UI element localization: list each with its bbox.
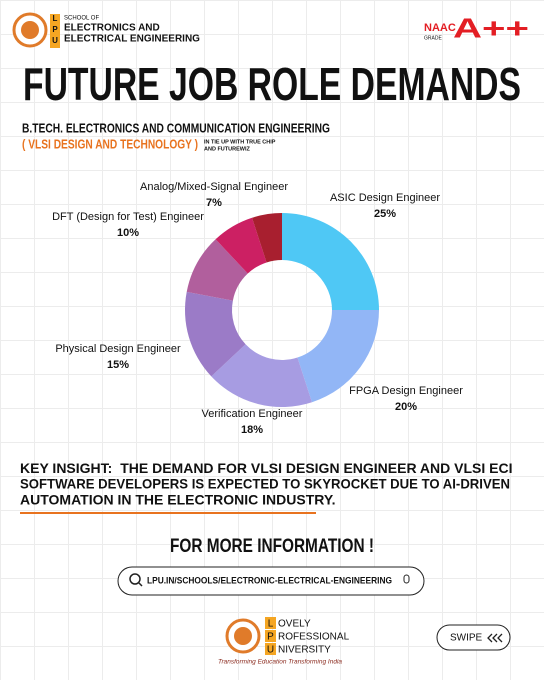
grade-value: A++ [453,12,529,43]
title: FUTURE JOB ROLE DEMANDS [23,58,521,110]
swipe-arrows [487,633,503,643]
mic-icon [403,574,410,584]
tagline: Transforming Education Transforming Indi… [218,659,342,666]
specialization: ( VLSI DESIGN AND TECHNOLOGY ) [22,136,198,151]
slice-label: FPGA Design Engineer [349,385,463,397]
slice-label: ASIC Design Engineer [330,192,440,204]
naac: NAAC [424,22,456,34]
letter-box [265,617,276,629]
tie-up: AND FUTUREWIZ [204,146,250,152]
logo-letter: P [52,25,58,34]
donut-slice [185,291,246,377]
school-name: ELECTRICAL ENGINEERING [64,34,200,45]
key-insight: KEY INSIGHT: THE DEMAND FOR VLSI DESIGN … [20,460,513,476]
logo-bar [50,14,60,48]
slice-label: DFT (Design for Test) Engineer [52,211,204,223]
footer-letter: P [267,632,274,643]
key-insight-text: AUTOMATION IN THE ELECTRONIC INDUSTRY. [20,492,336,508]
logo-letter: L [53,14,58,23]
donut-slice [252,213,282,263]
slice-label: Verification Engineer [202,408,303,420]
school-name: ELECTRONICS AND [64,23,160,34]
footer-letter: U [267,645,274,656]
letter-box [265,643,276,655]
donut-slice [297,310,379,403]
tie-up: IN TIE UP WITH TRUE CHIP [204,139,276,145]
key-insight-text: SOFTWARE DEVELOPERS IS EXPECTED TO SKYRO… [20,476,510,492]
search-bar[interactable] [117,566,425,596]
slice-value: 10% [117,227,139,239]
school-of: SCHOOL OF [64,16,99,22]
slice-label: Analog/Mixed-Signal Engineer [140,181,288,193]
key-insight-label: KEY INSIGHT: [20,460,112,476]
slice-value: 20% [395,401,417,413]
footer-word: OVELY [278,619,311,630]
donut-slice [186,239,248,301]
slice-label: Physical Design Engineer [55,343,181,355]
grade: GRADE [424,35,442,41]
swipe-label: SWIPE [450,633,483,644]
slice-value: 15% [107,359,129,371]
slice-value: 7% [206,197,222,209]
letter-box [265,630,276,642]
swipe-button[interactable] [436,624,511,651]
footer-word: NIVERSITY [278,645,331,656]
footer-wordmark: L P U OVELY ROFESSIONAL NIVERSITY [265,617,350,656]
key-insight-text: THE DEMAND FOR VLSI DESIGN ENGINEER AND … [120,460,512,476]
slice-value: 25% [374,208,396,220]
search-icon [138,582,143,587]
donut-slice [215,217,267,274]
slice-value: 18% [241,424,263,436]
logo-letter: U [52,36,58,45]
donut-chart: ASIC Design Engineer 25% FPGA Design Engin… [52,181,463,436]
footer-word: ROFESSIONAL [278,632,350,643]
footer-logo-core [234,627,252,645]
search-icon [129,573,141,585]
logo-core [21,21,39,39]
subtitle: B.TECH. ELECTRONICS AND COMMUNICATION EN… [22,120,330,135]
url: LPU.IN/SCHOOLS/ELECTRONIC-ELECTRICAL-ENG… [147,575,392,585]
more-info: FOR MORE INFORMATION ! [170,536,374,557]
donut-slice [282,213,379,310]
footer-letter: L [268,619,274,630]
donut-slice [211,344,312,407]
